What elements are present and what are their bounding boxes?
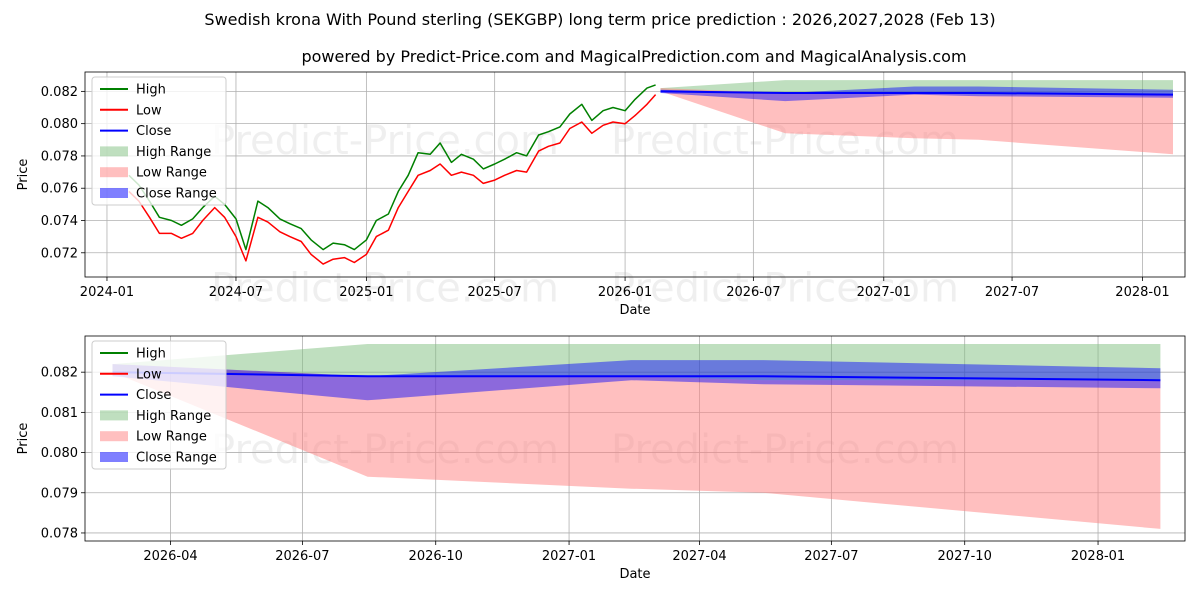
y-tick-label: 0.074: [41, 214, 78, 229]
x-tick-label: 2027-01: [542, 549, 596, 564]
low-range-band: [660, 88, 1173, 155]
y-tick-label: 0.081: [41, 406, 78, 421]
watermark-text: Predict-Price.com: [611, 266, 959, 312]
x-tick-label: 2027-07: [985, 285, 1039, 300]
close-range-band: [112, 360, 1161, 401]
plot-area: [112, 344, 1161, 529]
legend-label: Low: [136, 367, 162, 382]
legend-swatch: [100, 410, 128, 421]
x-axis-label: Date: [619, 303, 650, 318]
x-tick-label: 2026-07: [275, 549, 329, 564]
legend-label: High Range: [136, 145, 211, 160]
chart-subtitle: powered by Predict-Price.com and Magical…: [301, 47, 966, 66]
legend-swatch: [100, 188, 128, 198]
axes-frame: [84, 335, 1186, 542]
y-axis-label: Price: [16, 159, 31, 191]
y-tick-label: 0.072: [41, 246, 78, 261]
x-tick-label: 2027-01: [857, 285, 911, 300]
y-tick-label: 0.080: [41, 117, 78, 132]
y-axis-label: Price: [16, 423, 31, 455]
low-range-band: [112, 364, 1161, 529]
watermark-text: Predict-Price.com: [211, 266, 559, 312]
y-tick-label: 0.078: [41, 149, 78, 164]
legend-label: Low Range: [136, 430, 207, 445]
high-range-band: [112, 344, 1161, 381]
high-range-band: [660, 80, 1173, 95]
x-axis-label: Date: [619, 567, 650, 582]
legend-swatch: [100, 167, 128, 178]
y-tick-label: 0.082: [41, 85, 78, 100]
x-tick-label: 2026-10: [409, 549, 463, 564]
x-tick-label: 2027-04: [672, 549, 726, 564]
legend-label: Low: [136, 103, 162, 118]
axes-frame: [84, 71, 1186, 278]
legend-label: Close: [136, 388, 171, 403]
y-tick-label: 0.076: [41, 182, 78, 197]
y-tick-label: 0.082: [41, 366, 78, 381]
legend-label: Close Range: [136, 187, 217, 202]
x-tick-label: 2026-01: [598, 285, 652, 300]
legend-swatch: [100, 452, 128, 462]
x-tick-label: 2024-01: [80, 285, 134, 300]
low-series-line: [128, 94, 657, 265]
x-tick-label: 2028-01: [1071, 549, 1125, 564]
x-tick-label: 2026-07: [726, 285, 780, 300]
legend-swatch: [100, 431, 128, 442]
watermark-text: Predict-Price.com: [211, 118, 559, 164]
x-tick-label: 2028-01: [1115, 285, 1169, 300]
y-tick-label: 0.080: [41, 446, 78, 461]
legend-label: High: [136, 347, 166, 362]
legend-label: Close: [136, 124, 171, 139]
x-tick-label: 2025-07: [468, 285, 522, 300]
x-tick-label: 2027-07: [804, 549, 858, 564]
legend-swatch: [100, 146, 128, 157]
close-forecast-line: [112, 371, 1161, 382]
legend-label: High Range: [136, 409, 211, 424]
x-tick-label: 2026-04: [143, 549, 197, 564]
y-tick-label: 0.078: [41, 526, 78, 541]
x-tick-label: 2025-01: [339, 285, 393, 300]
plot-area: [128, 80, 1174, 265]
y-tick-label: 0.079: [41, 486, 78, 501]
legend-label: Low Range: [136, 166, 207, 181]
x-tick-label: 2027-10: [938, 549, 992, 564]
legend-label: Close Range: [136, 451, 217, 466]
chart-title: Swedish krona With Pound sterling (SEKGB…: [204, 10, 995, 29]
x-tick-label: 2024-07: [209, 285, 263, 300]
top-chart-panel: Predict-Price.com Predict-Price.com Predic…: [16, 71, 1186, 318]
close-forecast-line: [660, 90, 1174, 96]
legend-label: High: [136, 83, 166, 98]
bottom-chart-panel: Predict-Price.comPredict-Price.com2026-0…: [16, 335, 1186, 582]
